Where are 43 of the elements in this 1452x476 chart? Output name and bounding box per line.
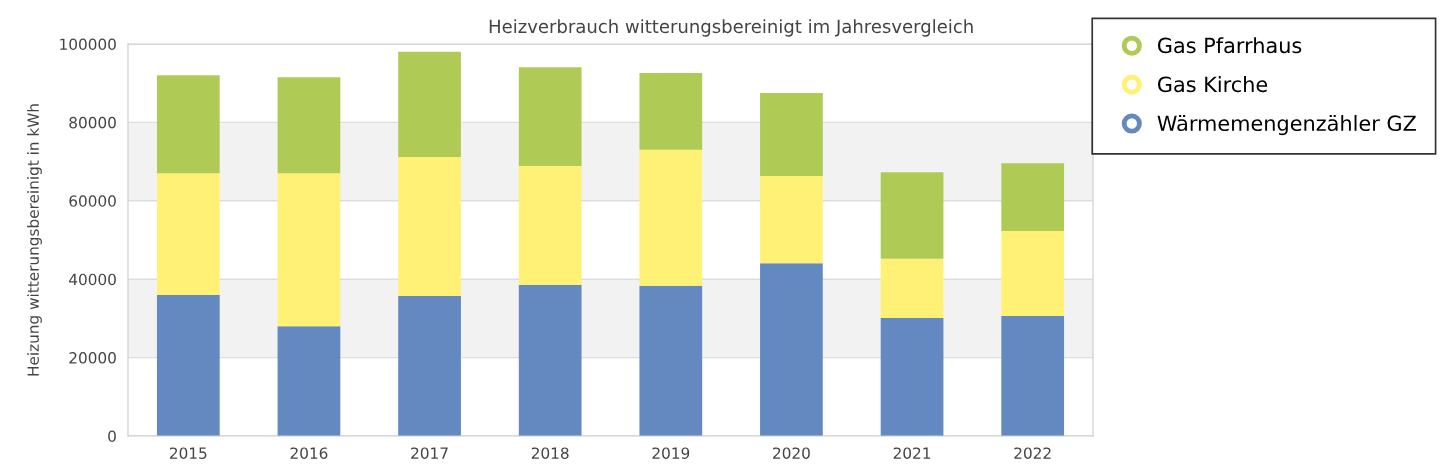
bar (880, 318, 944, 436)
legend-label: Wärmemengenzähler GZ (1157, 114, 1416, 136)
bar (1001, 163, 1065, 231)
bar (880, 258, 944, 319)
x-tick-label: 2016 (290, 447, 328, 459)
y-tick-label: 80000 (69, 116, 116, 129)
y-axis-title: Heizung witterungsbereinigt in kWh (27, 104, 42, 376)
x-tick-label: 2022 (1014, 447, 1051, 459)
y-tick-label: 40000 (69, 273, 116, 286)
bar (639, 149, 703, 286)
x-tick-label: 2020 (773, 447, 810, 459)
x-tick-label: 2017 (411, 447, 448, 459)
bar (156, 294, 220, 436)
bar (398, 296, 461, 436)
chart-title: Heizverbrauch witterungsbereinigt im Jahresvergleich (489, 19, 973, 37)
legend-label: Gas Pfarrhaus (1157, 37, 1302, 54)
bar (398, 51, 461, 157)
y-tick-label: 60000 (69, 195, 116, 207)
bar (277, 77, 341, 174)
bar (518, 67, 582, 166)
bar (760, 263, 823, 436)
y-tick-label: 0 (108, 430, 116, 443)
bar (1001, 316, 1065, 436)
bar (277, 173, 341, 327)
bar (277, 326, 341, 436)
bar (880, 172, 944, 259)
bar (398, 156, 461, 297)
y-tick-label: 20000 (69, 352, 116, 364)
bar (156, 173, 220, 295)
x-tick-label: 2015 (169, 447, 207, 459)
bar (518, 165, 582, 286)
x-tick-label: 2018 (531, 447, 569, 459)
bar (1001, 230, 1065, 317)
x-tick-label: 2021 (893, 447, 931, 459)
bar (518, 285, 582, 436)
legend-label: Gas Kirche (1157, 76, 1268, 93)
x-tick-label: 2019 (652, 447, 690, 459)
bar (760, 176, 823, 264)
y-tick-label: 100000 (60, 38, 116, 51)
bar (639, 285, 703, 436)
bar (639, 73, 703, 150)
bar (760, 93, 823, 177)
bar (156, 75, 220, 174)
